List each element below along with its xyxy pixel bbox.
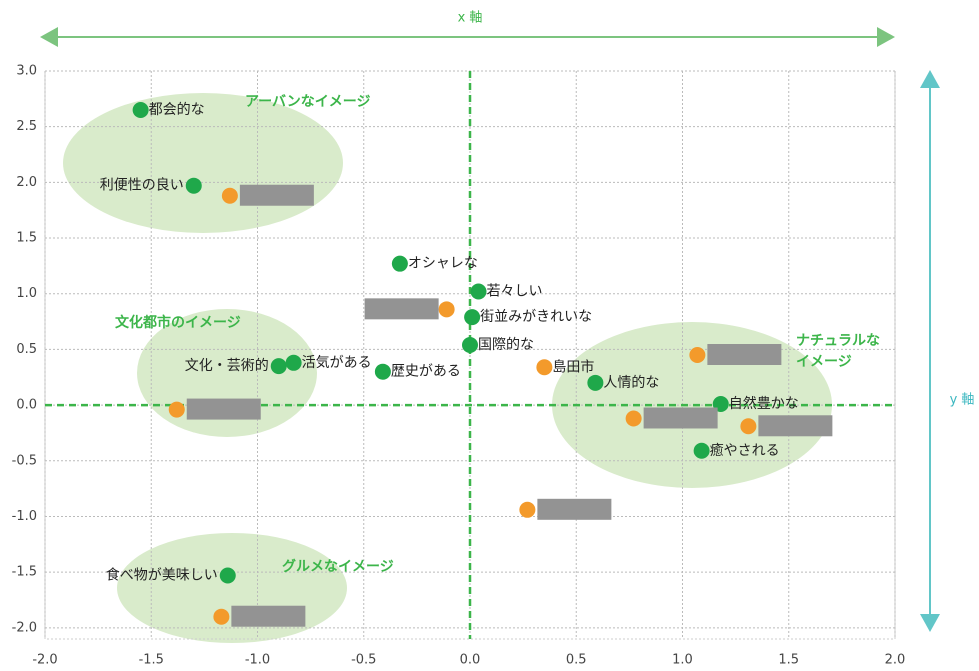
redacted-box (186, 398, 261, 420)
point (185, 177, 202, 194)
point (168, 401, 185, 418)
point (219, 567, 236, 584)
point (221, 187, 238, 204)
redacted-box (231, 605, 306, 627)
point (285, 354, 302, 371)
y-tick-label: 0.0 (16, 398, 37, 413)
x-tick-label: 1.5 (778, 653, 799, 668)
y-tick-label: -1.0 (12, 509, 37, 524)
group-label: 文化都市のイメージ (115, 314, 241, 331)
point (740, 418, 757, 435)
y-tick-label: 2.5 (16, 119, 37, 134)
point-label: 自然豊かな (729, 395, 799, 412)
point (587, 374, 604, 391)
group-label: グルメなイメージ (282, 558, 394, 575)
point (391, 255, 408, 272)
x-tick-label: 0.5 (566, 653, 587, 668)
y-tick-label: 1.0 (16, 286, 37, 301)
x-tick-label: -1.5 (139, 653, 164, 668)
redacted-box (707, 344, 782, 365)
point (132, 101, 149, 118)
point (625, 410, 642, 427)
point-label: 島田市 (552, 358, 594, 375)
group-label: イメージ (796, 354, 852, 370)
point-label: 活気がある (302, 355, 372, 371)
point-label: オシャレな (408, 256, 478, 272)
x-axis-label: x 軸 (458, 11, 483, 26)
point-label: 利便性の良い (100, 178, 184, 194)
x-tick-label: -0.5 (351, 653, 376, 668)
x-tick-label: 0.0 (460, 653, 481, 668)
point-label: 国際的な (478, 337, 534, 353)
point (693, 442, 710, 459)
x-tick-label: -1.0 (245, 653, 270, 668)
redacted-box (239, 184, 314, 206)
point (536, 359, 553, 376)
y-tick-label: 2.0 (16, 175, 37, 190)
point-label: 歴史がある (391, 364, 461, 380)
x-tick-label: 2.0 (885, 653, 906, 668)
point (689, 347, 706, 363)
y-tick-label: -0.5 (12, 453, 37, 468)
point (519, 501, 536, 518)
point-label: 若々しい (487, 284, 543, 300)
redacted-box (758, 415, 833, 437)
x-tick-label: 1.0 (672, 653, 693, 668)
point-label: 人情的な (603, 375, 659, 391)
point-label: 街並みがきれいな (480, 309, 592, 325)
point-label: 癒やされる (710, 443, 780, 459)
point (438, 301, 455, 318)
y-axis-label: y 軸 (950, 393, 975, 408)
point-label: 都会的な (149, 102, 205, 118)
y-tick-label: -2.0 (12, 620, 37, 635)
point (374, 363, 391, 380)
redacted-box (643, 407, 718, 429)
point (213, 608, 230, 625)
point (470, 283, 487, 300)
point-label: 文化・芸術的 (185, 358, 269, 374)
group-label: ナチュラルな (796, 333, 880, 349)
point-label: 食べ物が美味しい (106, 567, 218, 584)
redacted-box (364, 298, 439, 320)
y-tick-label: 1.5 (16, 231, 37, 246)
y-tick-label: 3.0 (16, 64, 37, 79)
group-label: アーバンなイメージ (245, 94, 370, 110)
point (464, 309, 481, 326)
x-tick-label: -2.0 (32, 653, 57, 668)
y-tick-label: -1.5 (12, 565, 37, 580)
point (462, 336, 478, 353)
redacted-box (537, 498, 612, 520)
point (270, 358, 287, 375)
y-tick-label: 0.5 (16, 342, 37, 357)
